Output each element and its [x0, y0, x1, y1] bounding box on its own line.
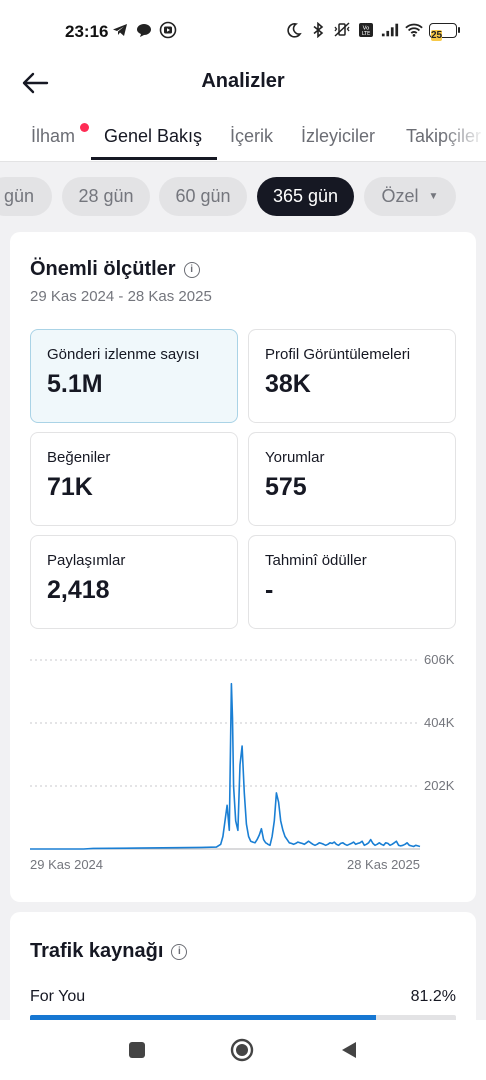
- back-nav-icon[interactable]: [337, 1038, 361, 1062]
- chip-custom[interactable]: Özel ▼: [364, 177, 456, 216]
- status-bar: 23:16 Vo LTE 25: [0, 0, 486, 62]
- back-button[interactable]: [18, 66, 52, 100]
- traffic-progress-bar: [30, 1015, 456, 1022]
- svg-text:Vo: Vo: [363, 25, 370, 31]
- caret-down-icon: ▼: [428, 191, 439, 202]
- info-icon[interactable]: i: [183, 261, 200, 278]
- series-line: [30, 682, 421, 850]
- page-title: Analizler: [201, 70, 285, 92]
- svg-text:LTE: LTE: [362, 31, 370, 37]
- media-icon: [159, 21, 177, 39]
- bluetooth-icon: [309, 21, 327, 39]
- system-icons: Vo LTE 25: [285, 21, 460, 41]
- traffic-progress-fill: [30, 1015, 376, 1022]
- date-range-chips: gün 28 gün 60 gün 365 gün Özel ▼: [0, 162, 486, 230]
- x-tick-label: 28 Kas 2025: [347, 857, 420, 872]
- metric-post-views[interactable]: Gönderi izlenme sayısı 5.1M: [30, 329, 238, 423]
- tab-bar: İlham Genel Bakış İçerik İzleyiciler Tak…: [0, 110, 486, 162]
- app-header: Analizler: [0, 62, 486, 110]
- tab-inspiration[interactable]: İlham: [31, 126, 76, 146]
- tab-overview[interactable]: Genel Bakış: [104, 126, 203, 146]
- battery-level: 25: [431, 29, 443, 41]
- metric-likes[interactable]: Beğeniler 71K: [30, 432, 238, 526]
- chip-28-days[interactable]: 28 gün: [62, 177, 150, 216]
- mute-vibrate-icon: [333, 21, 351, 39]
- traffic-row-label: For You: [30, 988, 86, 1005]
- metric-shares[interactable]: Paylaşımlar 2,418: [30, 535, 238, 629]
- key-metrics-card: Önemli ölçütler i 29 Kas 2024 - 28 Kas 2…: [10, 232, 476, 902]
- metric-comments[interactable]: Yorumlar 575: [248, 432, 456, 526]
- chart-svg: 606K 404K 202K 29 Kas 2024 28 Kas 2025: [30, 652, 455, 872]
- tab-viewers[interactable]: İzleyiciler: [301, 126, 376, 146]
- back-arrow-icon: [22, 72, 49, 94]
- notification-dot: [80, 123, 89, 132]
- date-range: 29 Kas 2024 - 28 Kas 2025: [30, 288, 212, 305]
- volte-icon: Vo LTE: [357, 21, 375, 39]
- views-line-chart[interactable]: 606K 404K 202K 29 Kas 2024 28 Kas 2025: [30, 649, 470, 885]
- info-icon[interactable]: i: [171, 943, 188, 960]
- battery-icon: 25: [429, 22, 460, 41]
- chip-365-days[interactable]: 365 gün: [257, 177, 354, 216]
- x-tick-label: 29 Kas 2024: [30, 857, 103, 872]
- metric-estimated-rewards[interactable]: Tahminî ödüller -: [248, 535, 456, 629]
- status-time: 23:16: [65, 22, 109, 41]
- system-nav-bar: [0, 1020, 486, 1080]
- y-tick-label: 404K: [424, 715, 455, 730]
- chat-bubble-icon: [135, 21, 153, 39]
- y-tick-label: 606K: [424, 652, 455, 667]
- chip-60-days[interactable]: 60 gün: [159, 177, 247, 216]
- metric-profile-views[interactable]: Profil Görüntülemeleri 38K: [248, 329, 456, 423]
- moon-icon: [285, 21, 303, 39]
- telegram-icon: [111, 21, 129, 39]
- y-tick-label: 202K: [424, 778, 455, 793]
- traffic-row-value: 81.2%: [410, 988, 456, 1005]
- notification-icons: [111, 21, 177, 39]
- tab-content[interactable]: İçerik: [230, 126, 274, 146]
- key-metrics-title: Önemli ölçütler i: [30, 258, 200, 281]
- active-tab-indicator: [91, 157, 217, 160]
- signal-icon: [381, 21, 399, 39]
- wifi-icon: [405, 21, 423, 39]
- chip-gun[interactable]: gün: [0, 177, 52, 216]
- home-icon[interactable]: [230, 1038, 254, 1062]
- traffic-source-title: Trafik kaynağı i: [30, 940, 188, 963]
- recent-apps-icon[interactable]: [125, 1038, 149, 1062]
